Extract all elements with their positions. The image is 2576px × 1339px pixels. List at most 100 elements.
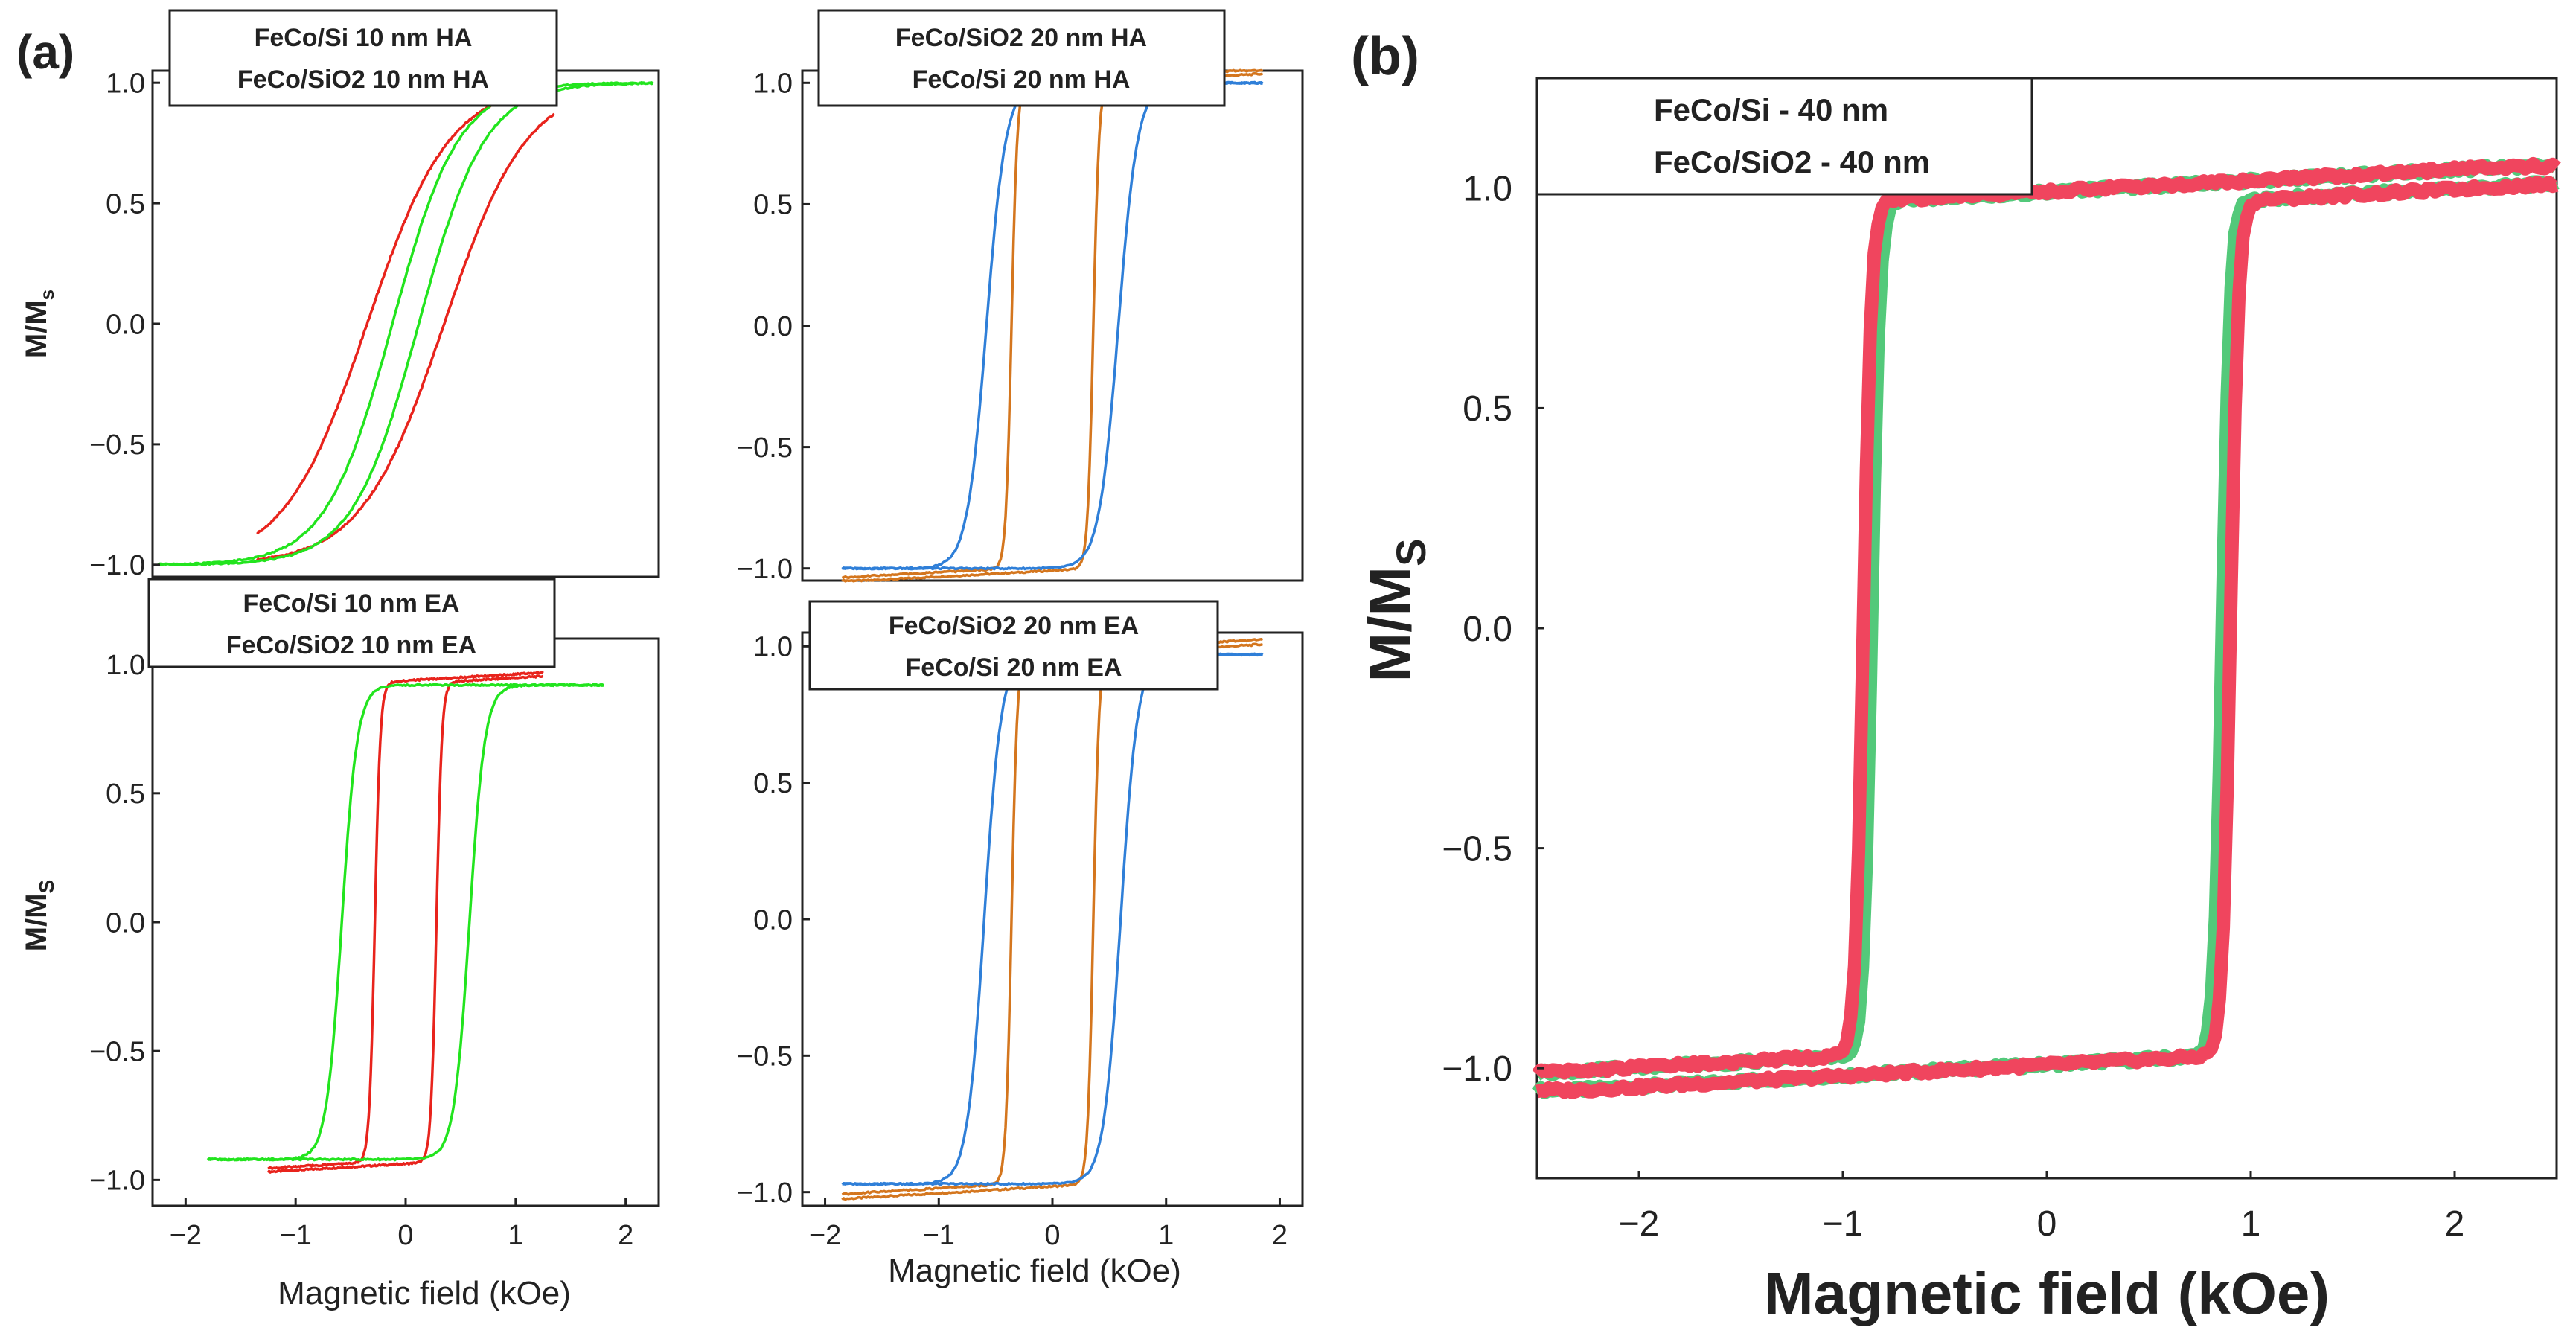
y-tick-label: 1.0	[753, 632, 793, 663]
chart-a-top-right: 1.0 0.5 0.0 −0.5 −1.0 FeCo/SiO2 20 nm HA FeC…	[737, 9, 1304, 585]
y-tick-label: 0.5	[106, 188, 145, 220]
y-tick-label: 1.0	[1463, 170, 1512, 209]
legend-entry: FeCo/Si 20 nm HA	[913, 65, 1131, 94]
series-line-feco-sio2-20-nm-ha-descending	[841, 68, 1264, 580]
y-tick-label: 0.5	[1463, 389, 1512, 429]
legend-entry: FeCo/SiO2 - 40 nm	[1654, 144, 1930, 179]
chart-a-bottom-right-yticks: 1.0 0.5 0.0 −0.5 −1.0	[737, 632, 810, 1209]
chart-a-bottom-right-frame	[801, 631, 1304, 1207]
panel-a-label: (a)	[16, 25, 74, 79]
series-line-feco-sio2-20-nm-ea-ascending	[841, 642, 1264, 1201]
y-tick-label: −0.5	[89, 429, 145, 461]
chart-b-xticks: −2 −1 0 1 2	[1619, 1171, 2465, 1244]
chart-a-top-left: 1.0 0.5 0.0 −0.5 −1.0 M/Ms FeCo/Si 10 nm HA …	[20, 9, 660, 581]
series-line-feco-sio2-10-nm-ha-descending	[157, 80, 654, 566]
chart-a-bottom-left-frame	[151, 637, 660, 1207]
legend-box	[168, 9, 558, 107]
series-line-feco-sio2-20-nm-ea-descending	[841, 637, 1264, 1196]
x-tick-label: −1	[280, 1220, 312, 1251]
y-tick-label: 0.0	[753, 311, 793, 342]
x-tick-label: −2	[170, 1220, 202, 1251]
legend-box	[147, 578, 556, 668]
y-tick-label: 0.5	[753, 768, 793, 799]
legend-box	[817, 9, 1226, 107]
x-tick-label: −2	[1619, 1204, 1660, 1244]
y-tick-label: 0.5	[753, 190, 793, 221]
x-tick-label: 0	[2037, 1204, 2057, 1244]
chart-b-yticks: 1.0 0.5 0.0 −0.5 −1.0	[1442, 170, 1544, 1089]
x-tick-label: 0	[1044, 1220, 1060, 1251]
chart-a-top-right-legend: FeCo/SiO2 20 nm HA FeCo/Si 20 nm HA	[817, 9, 1226, 107]
x-tick-label: 2	[618, 1220, 633, 1251]
y-tick-label: 1.0	[106, 650, 145, 681]
series-line-feco-si-40-nm-descending	[1532, 156, 2561, 1080]
y-tick-label: 0.0	[106, 907, 145, 939]
y-tick-label: 0.0	[106, 309, 145, 340]
y-tick-label: 0.5	[106, 779, 145, 810]
x-tick-label: 1	[1158, 1220, 1174, 1251]
y-tick-label: −0.5	[737, 432, 793, 464]
x-tick-label: 1	[508, 1220, 523, 1251]
y-tick-label: −1.0	[89, 550, 145, 581]
chart-b-ylabel: M/MS	[1357, 539, 1434, 683]
chart-a-bottom-right-xticks: −2 −1 0 1 2	[809, 1198, 1288, 1251]
chart-a-bottom-left-plot	[206, 671, 604, 1174]
y-tick-label: 1.0	[106, 68, 145, 99]
legend-entry: FeCo/SiO2 20 nm HA	[895, 24, 1147, 52]
legend-entry: FeCo/Si 10 nm HA	[255, 24, 473, 52]
chart-b-frame	[1535, 77, 2558, 1180]
series-line-feco-si-10-nm-ea-descending	[267, 671, 544, 1170]
x-tick-label: 1	[2241, 1204, 2261, 1244]
chart-a-top-left-plot	[157, 80, 654, 567]
chart-a-top-left-legend: FeCo/Si 10 nm HA FeCo/SiO2 10 nm HA	[168, 9, 558, 107]
chart-b-xlabel: Magnetic field (kOe)	[1764, 1260, 2330, 1326]
series-line-feco-si-10-nm-ha-ascending	[256, 112, 555, 562]
y-tick-label: −0.5	[1442, 829, 1512, 869]
series-line-feco-sio2-10-nm-ea-descending	[206, 683, 604, 1162]
series-line-feco-si-10-nm-ea-ascending	[266, 674, 544, 1174]
series-line-feco-sio2-20-nm-ha-ascending	[841, 72, 1264, 583]
series-line-feco-si-20-nm-ha-ascending	[842, 80, 1263, 571]
series-line-feco-sio2-10-nm-ea-ascending	[207, 683, 604, 1162]
legend-entry: FeCo/SiO2 10 nm EA	[226, 631, 476, 659]
series-line-feco-si-20-nm-ea-descending	[841, 652, 1264, 1186]
series-line-feco-si-20-nm-ha-descending	[841, 80, 1264, 571]
chart-a-bottom-left-yticks: 1.0 0.5 0.0 −0.5 −1.0	[89, 650, 160, 1197]
chart-a-bottom-right: 1.0 0.5 0.0 −0.5 −1.0 −2 −1 0 1 2 Magnetic field…	[737, 600, 1304, 1289]
chart-b: 1.0 0.5 0.0 −0.5 −1.0 −2 −1 0 1 2 M/MS Magnetic …	[1357, 77, 2561, 1326]
x-tick-label: −2	[809, 1220, 841, 1251]
series-line-feco-si-20-nm-ea-ascending	[842, 652, 1263, 1186]
legend-box	[1535, 77, 2033, 196]
legend-entry: FeCo/Si 20 nm EA	[906, 653, 1122, 682]
series-line-feco-sio2-40-nm-ascending	[1532, 175, 2560, 1099]
legend-entry: FeCo/Si 10 nm EA	[243, 589, 460, 618]
chart-b-plot	[1532, 156, 2561, 1099]
chart-a-bottom-right-plot	[841, 637, 1264, 1201]
legend-entry: FeCo/SiO2 10 nm HA	[237, 65, 489, 94]
y-tick-label: −1.0	[737, 554, 793, 585]
legend-entry: FeCo/Si - 40 nm	[1654, 92, 1888, 127]
chart-a-bottom-left-ylabel: M/MS	[20, 880, 58, 951]
y-tick-label: −0.5	[737, 1041, 793, 1073]
x-tick-label: −1	[923, 1220, 955, 1251]
x-tick-label: −1	[1823, 1204, 1864, 1244]
y-tick-label: 0.0	[753, 904, 793, 936]
chart-a-bottom-right-xlabel: Magnetic field (kOe)	[888, 1253, 1181, 1289]
chart-b-legend: FeCo/Si - 40 nm FeCo/SiO2 - 40 nm	[1535, 77, 2033, 196]
chart-a-bottom-left-legend: FeCo/Si 10 nm EA FeCo/SiO2 10 nm EA	[147, 578, 556, 668]
chart-a-top-left-ylabel: M/Ms	[20, 290, 58, 358]
chart-a-bottom-right-legend: FeCo/SiO2 20 nm EA FeCo/Si 20 nm EA	[808, 600, 1219, 691]
chart-a-top-right-frame	[801, 69, 1304, 582]
chart-a-bottom-left-xticks: −2 −1 0 1 2	[170, 1198, 633, 1251]
series-line-feco-sio2-10-nm-ha-ascending	[158, 81, 653, 567]
x-tick-label: 0	[397, 1220, 413, 1251]
chart-a-top-left-frame	[151, 69, 660, 578]
legend-entry: FeCo/SiO2 20 nm EA	[889, 612, 1139, 640]
panel-b-label: (b)	[1351, 27, 1419, 86]
chart-a-bottom-left-xlabel: Magnetic field (kOe)	[278, 1275, 571, 1311]
chart-a-bottom-left: 1.0 0.5 0.0 −0.5 −1.0 −2 −1 0 1 2 M/MS Magnetic …	[20, 578, 660, 1311]
x-tick-label: 2	[2445, 1204, 2465, 1244]
chart-a-top-right-yticks: 1.0 0.5 0.0 −0.5 −1.0	[737, 68, 810, 585]
y-tick-label: −1.0	[737, 1177, 793, 1209]
y-tick-label: 1.0	[753, 68, 793, 100]
